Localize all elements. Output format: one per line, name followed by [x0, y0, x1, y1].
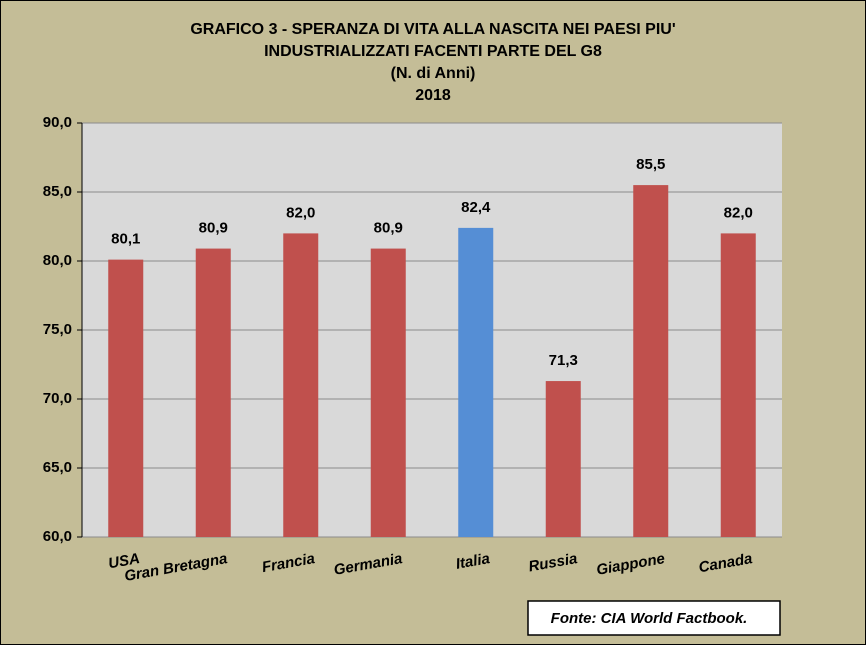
x-tick-label: USA	[107, 550, 141, 572]
y-tick-label: 90,0	[43, 114, 72, 131]
value-label: 85,5	[636, 156, 665, 173]
bar	[370, 248, 406, 537]
chart-title: 2018	[415, 87, 451, 104]
value-label: 80,9	[374, 220, 403, 237]
bar	[283, 233, 319, 537]
y-tick-label: 60,0	[43, 528, 72, 545]
chart-title: INDUSTRIALIZZATI FACENTI PARTE DEL G8	[264, 43, 602, 60]
source: Fonte: CIA World Factbook.	[551, 610, 748, 627]
value-label: 82,4	[461, 199, 491, 216]
value-label: 71,3	[549, 352, 578, 369]
bar	[545, 381, 581, 537]
y-tick-label: 80,0	[43, 252, 72, 269]
chart-title: (N. di Anni)	[391, 65, 476, 82]
value-label: 82,0	[724, 204, 753, 221]
value-label: 82,0	[286, 204, 315, 221]
y-tick-label: 70,0	[43, 390, 72, 407]
x-tick-label: Italia	[455, 550, 492, 573]
source-box	[527, 600, 781, 636]
bar	[458, 227, 494, 537]
y-tick-label: 75,0	[43, 321, 72, 338]
bar	[720, 233, 756, 537]
y-tick-label: 85,0	[43, 183, 72, 200]
bar	[633, 185, 669, 537]
value-label: 80,9	[199, 220, 228, 237]
bar	[195, 248, 231, 537]
chart-title: GRAFICO 3 - SPERANZA DI VITA ALLA NASCIT…	[190, 21, 675, 38]
bar	[108, 259, 144, 537]
y-tick-label: 65,0	[43, 459, 72, 476]
value-label: 80,1	[111, 231, 140, 248]
